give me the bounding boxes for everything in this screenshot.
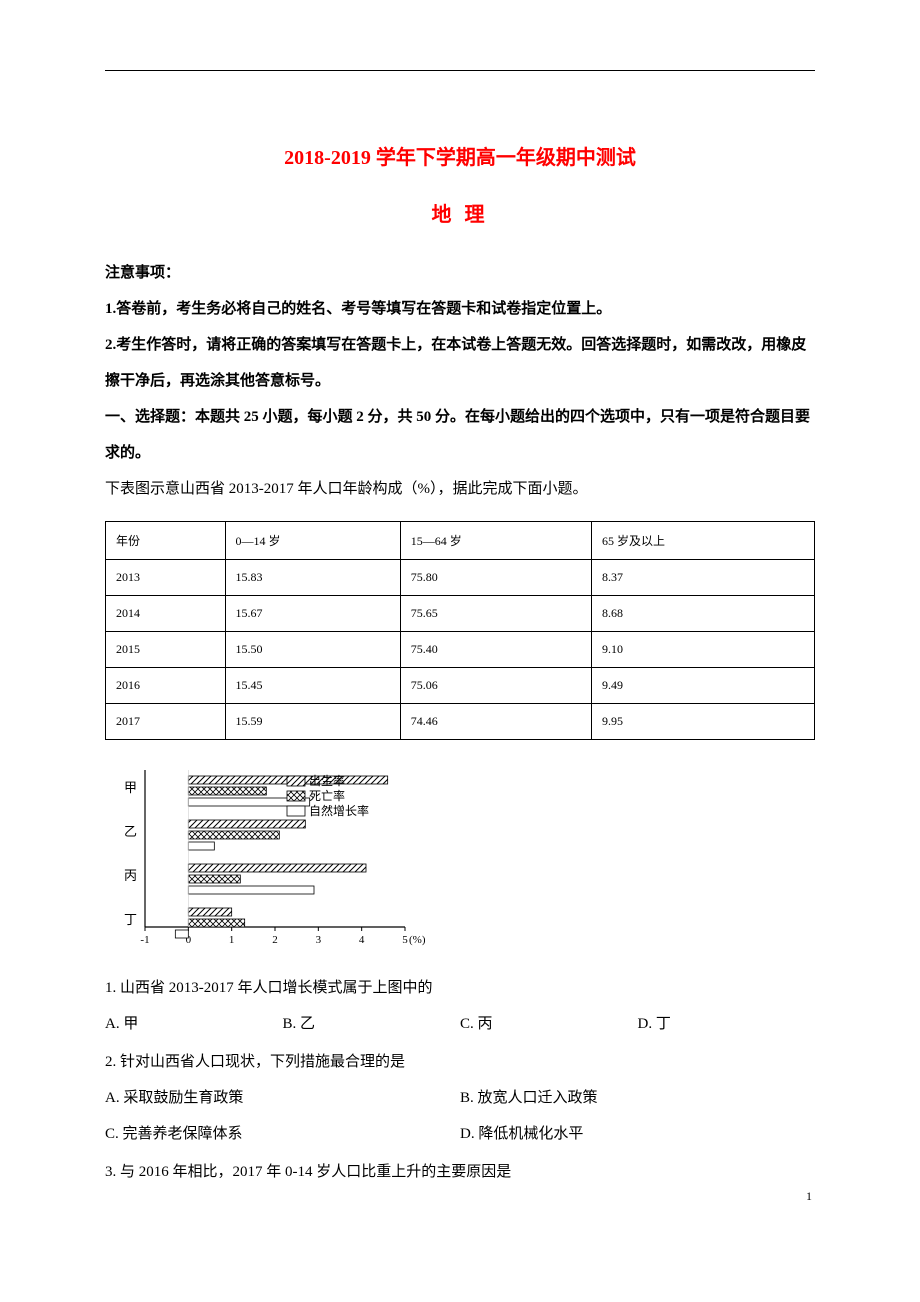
- table-row: 2015 15.50 75.40 9.10: [106, 632, 815, 668]
- page-container: 2018-2019 学年下学期高一年级期中测试 地 理 注意事项： 1.答卷前，…: [0, 0, 920, 1230]
- svg-text:5: 5: [402, 934, 408, 946]
- svg-text:3: 3: [316, 934, 322, 946]
- svg-text:死亡率: 死亡率: [309, 788, 345, 803]
- passage-intro: 下表图示意山西省 2013-2017 年人口年龄构成（%），据此完成下面小题。: [105, 471, 815, 507]
- table-row: 年份 0—14 岁 15—64 岁 65 岁及以上: [106, 522, 815, 560]
- svg-text:2: 2: [272, 934, 278, 946]
- svg-text:自然增长率: 自然增长率: [309, 803, 369, 818]
- age-composition-table: 年份 0—14 岁 15—64 岁 65 岁及以上 2013 15.83 75.…: [105, 521, 815, 740]
- notice-line-2: 2.考生作答时，请将正确的答案填写在答题卡上，在本试卷上答题无效。回答选择题时，…: [105, 327, 815, 399]
- table-row: 2016 15.45 75.06 9.49: [106, 668, 815, 704]
- table-row: 2017 15.59 74.46 9.95: [106, 704, 815, 740]
- option-b: B. 放宽人口迁入政策: [460, 1080, 815, 1116]
- exam-title: 2018-2019 学年下学期高一年级期中测试: [105, 141, 815, 170]
- notice-heading: 注意事项：: [105, 255, 815, 291]
- option-c: C. 完善养老保障体系: [105, 1116, 460, 1152]
- svg-text:-1: -1: [140, 934, 149, 946]
- table-header-cell: 65 岁及以上: [591, 522, 814, 560]
- question-3-stem: 3. 与 2016 年相比，2017 年 0-14 岁人口比重上升的主要原因是: [105, 1154, 815, 1190]
- chart-svg: -1012345(%)甲乙丙丁出生率死亡率自然增长率: [105, 762, 425, 952]
- svg-text:乙: 乙: [124, 824, 137, 839]
- option-c: C. 丙: [460, 1006, 638, 1042]
- question-2-options-row2: C. 完善养老保障体系 D. 降低机械化水平: [105, 1116, 815, 1152]
- svg-text:丙: 丙: [124, 868, 137, 883]
- svg-text:4: 4: [359, 934, 365, 946]
- page-number: 1: [806, 1189, 812, 1204]
- table-row: 2014 15.67 75.65 8.68: [106, 596, 815, 632]
- question-2-stem: 2. 针对山西省人口现状，下列措施最合理的是: [105, 1044, 815, 1080]
- svg-text:出生率: 出生率: [309, 773, 345, 788]
- option-a: A. 甲: [105, 1006, 283, 1042]
- population-rate-chart: -1012345(%)甲乙丙丁出生率死亡率自然增长率: [105, 762, 815, 952]
- svg-text:(%): (%): [409, 934, 425, 946]
- option-d: D. 降低机械化水平: [460, 1116, 815, 1152]
- table-header-cell: 0—14 岁: [225, 522, 400, 560]
- notice-line-1: 1.答卷前，考生务必将自己的姓名、考号等填写在答题卡和试卷指定位置上。: [105, 291, 815, 327]
- table-header-cell: 年份: [106, 522, 226, 560]
- svg-text:甲: 甲: [124, 780, 137, 795]
- question-1-stem: 1. 山西省 2013-2017 年人口增长模式属于上图中的: [105, 970, 815, 1006]
- table-header-cell: 15—64 岁: [400, 522, 591, 560]
- subject-title: 地 理: [105, 198, 815, 227]
- svg-text:1: 1: [229, 934, 235, 946]
- question-1-options: A. 甲 B. 乙 C. 丙 D. 丁: [105, 1006, 815, 1042]
- svg-text:丁: 丁: [124, 912, 137, 927]
- question-2-options-row1: A. 采取鼓励生育政策 B. 放宽人口迁入政策: [105, 1080, 815, 1116]
- table-row: 2013 15.83 75.80 8.37: [106, 560, 815, 596]
- section-1-heading: 一、选择题：本题共 25 小题，每小题 2 分，共 50 分。在每小题给出的四个…: [105, 399, 815, 471]
- option-a: A. 采取鼓励生育政策: [105, 1080, 460, 1116]
- top-rule: [105, 70, 815, 71]
- option-b: B. 乙: [283, 1006, 461, 1042]
- option-d: D. 丁: [638, 1006, 816, 1042]
